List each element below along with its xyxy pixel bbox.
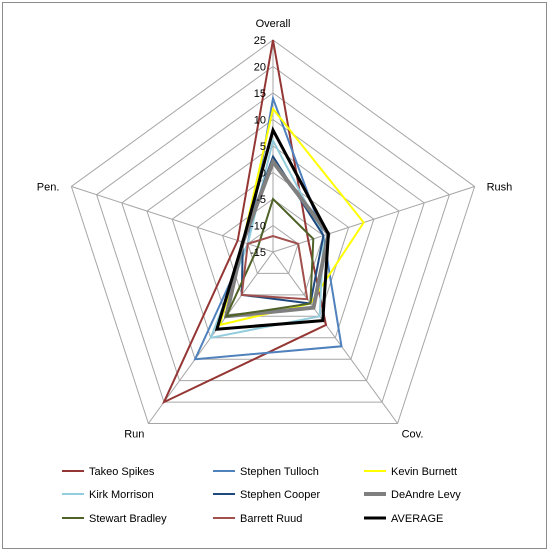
radar-tick-labels: -15 -10 -5 0 5 10 15 20 25 (250, 35, 266, 259)
legend-label: Takeo Spikes (89, 466, 155, 478)
legend-label: AVERAGE (391, 513, 443, 525)
grid-ring (196, 171, 350, 317)
grid-ring (247, 224, 299, 274)
radar-series (161, 39, 365, 405)
tick-label: 5 (260, 141, 266, 153)
legend-label: Stephen Cooper (240, 489, 320, 501)
tick-label: -5 (256, 194, 266, 206)
axis-label-overall: Overall (256, 18, 291, 30)
tick-label: 15 (254, 88, 266, 100)
grid-ring (171, 145, 375, 339)
legend-label: Stephen Tulloch (240, 466, 319, 478)
axis-label-pen: Pen. (37, 182, 60, 194)
axis-label-run: Run (124, 429, 144, 441)
tick-label: -15 (250, 247, 266, 259)
legend-label: Kirk Morrison (89, 489, 154, 501)
grid-ring (96, 65, 450, 403)
spoke-line (71, 186, 274, 253)
grid-ring (121, 92, 425, 382)
legend: Takeo Spikes Stephen Tulloch Kevin Burnett… (62, 466, 461, 525)
tick-label: 10 (254, 115, 266, 127)
tick-label: 0 (260, 168, 266, 180)
legend-label: Stewart Bradley (89, 513, 167, 525)
grid-ring (146, 118, 400, 360)
spoke-line (272, 251, 399, 424)
tick-label: -10 (250, 221, 266, 233)
series-line-barrett-ruud (240, 235, 309, 301)
series-line-average (214, 126, 330, 331)
axis-label-rush: Rush (487, 182, 513, 194)
radar-axis-labels: Overall Rush Cov. Run Pen. (37, 18, 513, 441)
radar-grid (70, 39, 476, 424)
grid-ring (222, 198, 324, 296)
spoke-line (272, 186, 475, 253)
tick-label: 20 (254, 62, 266, 74)
legend-label: DeAndre Levy (391, 489, 461, 501)
grid-ring (70, 39, 476, 424)
legend-label: Kevin Burnett (391, 466, 457, 478)
legend-label: Barrett Ruud (240, 513, 302, 525)
series-line-takeo-spikes (161, 39, 328, 405)
radar-spokes (71, 40, 475, 424)
tick-label: 25 (254, 35, 266, 47)
axis-label-cov: Cov. (402, 429, 424, 441)
chart-frame (2, 2, 547, 549)
